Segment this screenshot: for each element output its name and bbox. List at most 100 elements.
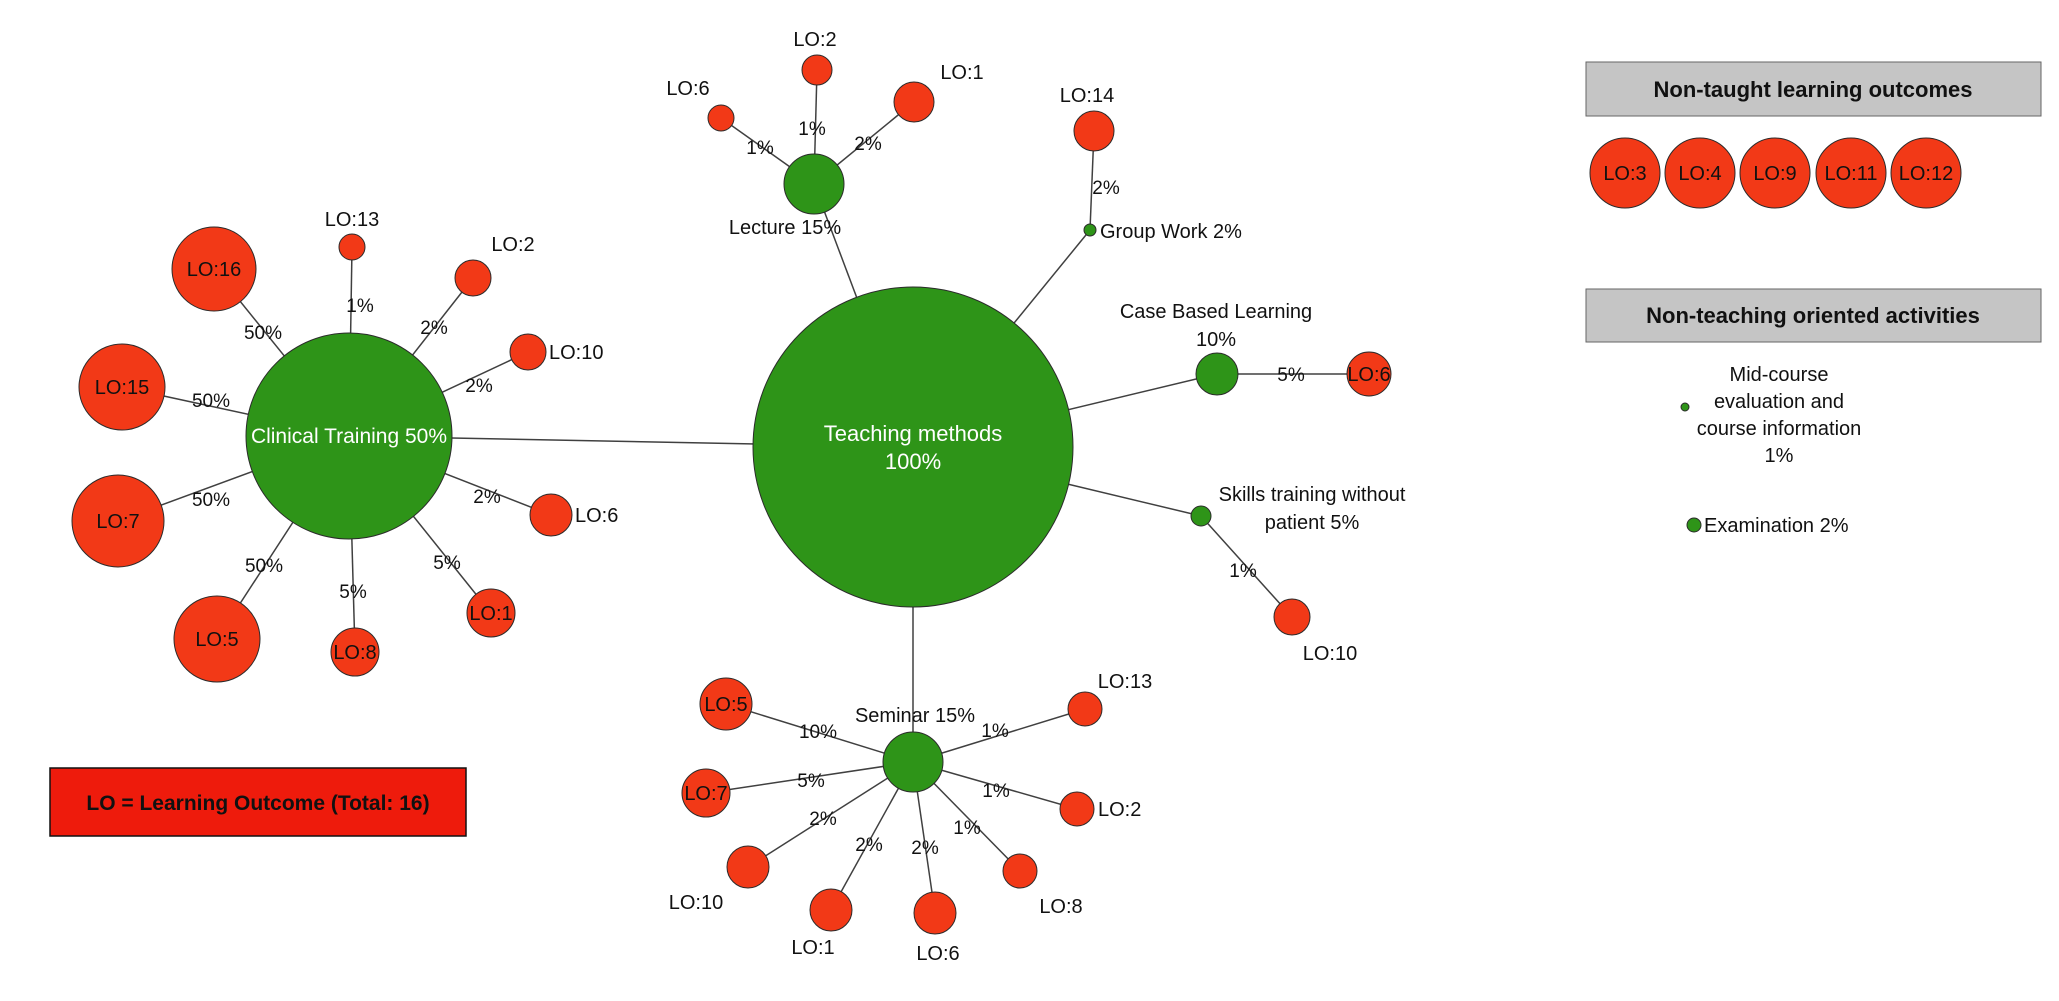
midcourse-label-line2: evaluation and bbox=[1714, 391, 1844, 413]
non-taught-header-box bbox=[1585, 61, 2042, 117]
skills-training-label-line2: patient 5% bbox=[1265, 512, 1360, 534]
non-taught-lo11-label: LO:11 bbox=[1825, 163, 1878, 185]
edge-label: 1% bbox=[1229, 561, 1257, 582]
clinical-lo2-node bbox=[454, 259, 492, 297]
seminar-lo6-label: LO:6 bbox=[916, 943, 959, 965]
seminar-lo5-node bbox=[699, 677, 753, 731]
case-based-label-line1: Case Based Learning bbox=[1120, 301, 1312, 323]
case-based-lo6-label: LO:6 bbox=[1347, 364, 1390, 386]
clinical-lo5-node bbox=[173, 595, 261, 683]
clinical-lo6-label: LO:6 bbox=[575, 505, 618, 527]
group-work-node bbox=[1083, 223, 1097, 237]
edge-label: 2% bbox=[465, 376, 493, 397]
group-work-lo14-label: LO:14 bbox=[1060, 85, 1114, 107]
edge-label: 5% bbox=[339, 582, 367, 603]
edge bbox=[1200, 515, 1293, 618]
case-based-label-line2: 10% bbox=[1196, 329, 1236, 351]
clinical-lo2-label: LO:2 bbox=[491, 234, 534, 256]
midcourse-label-line4: 1% bbox=[1765, 445, 1794, 467]
edge-label: 5% bbox=[1277, 365, 1305, 386]
case-based-node bbox=[1195, 352, 1239, 396]
legend-box bbox=[49, 767, 467, 837]
seminar-lo13-node bbox=[1067, 691, 1103, 727]
edge-label: 50% bbox=[245, 556, 283, 577]
examination-label: Examination 2% bbox=[1704, 515, 1849, 537]
lecture-lo1-node bbox=[893, 81, 935, 123]
seminar-lo10-label: LO:10 bbox=[669, 892, 723, 914]
clinical-lo7-node bbox=[71, 474, 165, 568]
seminar-lo5-label: LO:5 bbox=[704, 694, 747, 716]
group-work-label: Group Work 2% bbox=[1100, 221, 1242, 243]
midcourse-label-line3: course information bbox=[1697, 418, 1862, 440]
edge-label: 2% bbox=[809, 809, 837, 830]
midcourse-label-line1: Mid-course bbox=[1730, 364, 1829, 386]
lecture-cluster: Lecture 15% LO:6 LO:2 LO:1 1% 1% 2% bbox=[666, 29, 983, 239]
lecture-lo1-label: LO:1 bbox=[940, 62, 983, 84]
non-taught-lo9-label: LO:9 bbox=[1753, 163, 1796, 185]
edge-label: 1% bbox=[981, 721, 1009, 742]
skills-training-node bbox=[1190, 505, 1212, 527]
case-based-cluster: Case Based Learning 10% LO:6 5% bbox=[1120, 301, 1392, 397]
teaching-methods-label: Teaching methods bbox=[824, 421, 1003, 446]
skills-training-cluster: Skills training without patient 5% LO:10… bbox=[1190, 484, 1406, 665]
skills-training-label-line1: Skills training without bbox=[1219, 484, 1406, 506]
clinical-lo10-label: LO:10 bbox=[549, 342, 603, 364]
lecture-lo2-label: LO:2 bbox=[793, 29, 836, 51]
edge-label: 1% bbox=[798, 119, 826, 140]
clinical-lo16-label: LO:16 bbox=[187, 259, 241, 281]
seminar-lo7-label: LO:7 bbox=[684, 783, 727, 805]
clinical-lo10-node bbox=[509, 333, 547, 371]
edge-label: 50% bbox=[192, 391, 230, 412]
edge-label: 2% bbox=[420, 318, 448, 339]
edge-label: 2% bbox=[1092, 178, 1120, 199]
seminar-lo1-node bbox=[809, 888, 853, 932]
seminar-lo6-node bbox=[913, 891, 957, 935]
lecture-label: Lecture 15% bbox=[729, 217, 842, 239]
non-taught-lo4-label: LO:4 bbox=[1678, 163, 1721, 185]
edge-label: 2% bbox=[854, 134, 882, 155]
seminar-cluster: Seminar 15% LO:5 LO:7 LO:10 LO:1 LO:6 LO… bbox=[669, 671, 1152, 965]
group-work-cluster: Group Work 2% LO:14 2% bbox=[1060, 85, 1242, 243]
edge-label: 1% bbox=[953, 818, 981, 839]
skills-lo10-node bbox=[1273, 598, 1311, 636]
teaching-methods-cluster: Teaching methods 100% bbox=[752, 286, 1074, 608]
seminar-lo8-label: LO:8 bbox=[1039, 896, 1082, 918]
lecture-lo6-node bbox=[707, 104, 735, 132]
legend: LO = Learning Outcome (Total: 16) bbox=[49, 767, 467, 837]
clinical-lo1-label: LO:1 bbox=[469, 603, 512, 625]
legend-text: LO = Learning Outcome (Total: 16) bbox=[86, 792, 429, 815]
non-teaching-header-box bbox=[1585, 288, 2042, 343]
teaching-methods-node bbox=[752, 286, 1074, 608]
edge-label: 1% bbox=[346, 296, 374, 317]
skills-lo10-label: LO:10 bbox=[1303, 643, 1357, 665]
edge bbox=[705, 761, 914, 794]
seminar-lo2-node bbox=[1059, 791, 1095, 827]
midcourse-node bbox=[1680, 402, 1690, 412]
non-teaching-panel: Non-teaching oriented activities Mid-cou… bbox=[1585, 288, 2042, 537]
clinical-training-node bbox=[245, 332, 453, 540]
edge-label: 1% bbox=[746, 138, 774, 159]
examination-node bbox=[1686, 517, 1702, 533]
non-taught-lo3-label: LO:3 bbox=[1603, 163, 1646, 185]
seminar-label: Seminar 15% bbox=[855, 705, 975, 727]
case-based-lo6-node bbox=[1346, 351, 1392, 397]
clinical-lo15-node bbox=[78, 343, 166, 431]
non-taught-panel: Non-taught learning outcomes LO:3 LO:4 L… bbox=[1585, 61, 2042, 209]
seminar-lo10-node bbox=[726, 845, 770, 889]
clinical-lo5-label: LO:5 bbox=[195, 629, 238, 651]
non-taught-header-title: Non-taught learning outcomes bbox=[1654, 77, 1973, 102]
edge bbox=[725, 703, 914, 763]
seminar-lo13-label: LO:13 bbox=[1098, 671, 1152, 693]
non-taught-lo3-node bbox=[1589, 137, 1661, 209]
non-teaching-header-title: Non-teaching oriented activities bbox=[1646, 303, 1980, 328]
seminar-node bbox=[882, 731, 944, 793]
seminar-lo2-label: LO:2 bbox=[1098, 799, 1141, 821]
lecture-lo6-label: LO:6 bbox=[666, 78, 709, 100]
clinical-lo13-label: LO:13 bbox=[325, 209, 379, 231]
edge-label: 1% bbox=[982, 781, 1010, 802]
clinical-lo8-label: LO:8 bbox=[333, 642, 376, 664]
non-taught-lo12-node bbox=[1890, 137, 1962, 209]
clinical-lo15-label: LO:15 bbox=[95, 377, 149, 399]
